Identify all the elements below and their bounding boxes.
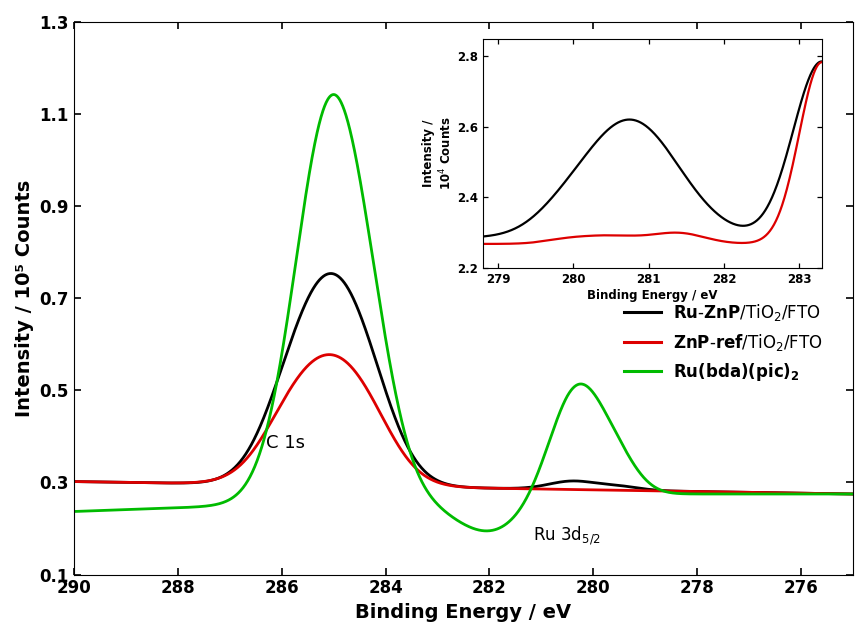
Text: Ru 3d$_{5/2}$: Ru 3d$_{5/2}$ xyxy=(534,524,602,547)
Text: C 1s: C 1s xyxy=(266,434,305,452)
Y-axis label: Intensity / 10⁵ Counts: Intensity / 10⁵ Counts xyxy=(15,180,34,417)
Legend: $\bf{Ru}$-$\bf{ZnP}$/TiO$_2$/FTO, $\bf{ZnP}$-$\bf{ref}$/TiO$_2$/FTO, $\bf{Ru(bda: $\bf{Ru}$-$\bf{ZnP}$/TiO$_2$/FTO, $\bf{Z… xyxy=(618,296,829,390)
X-axis label: Binding Energy / eV: Binding Energy / eV xyxy=(355,603,571,622)
